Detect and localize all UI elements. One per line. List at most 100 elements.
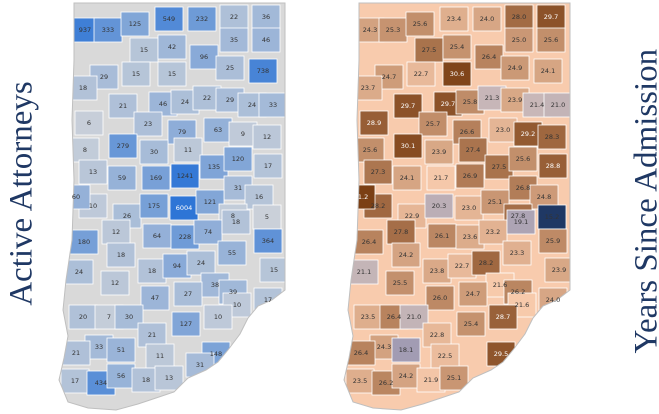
attorneys-county	[189, 44, 219, 70]
years-county	[424, 193, 454, 219]
attorneys-county	[69, 229, 99, 255]
years-county	[538, 228, 568, 254]
attorneys-county	[203, 117, 233, 143]
years-county-label: 25.3	[386, 26, 400, 34]
attorneys-county-label: 434	[95, 379, 107, 387]
attorneys-county-label: 59	[118, 174, 126, 182]
attorneys-county-label: 23	[144, 120, 152, 128]
attorneys-county	[93, 17, 123, 43]
years-county-label: 21.0	[551, 101, 565, 109]
attorneys-county-label: 127	[180, 320, 192, 328]
years-county-label: 26.4	[482, 53, 496, 61]
years-county-label: 26.4	[354, 349, 368, 357]
years-county-label: 25.8	[463, 98, 477, 106]
years-county-label: 21.4	[530, 101, 544, 109]
attorneys-county-label: 36	[262, 13, 270, 21]
attorneys-county	[252, 124, 282, 150]
attorneys-county-label: 120	[232, 155, 244, 163]
attorneys-county-label: 180	[78, 238, 90, 246]
years-county-label: 28.2	[479, 259, 493, 267]
years-county-label: 25.4	[464, 320, 478, 328]
attorneys-county-label: 35	[230, 36, 238, 44]
attorneys-county-label: 11	[184, 146, 192, 154]
attorneys-county	[228, 121, 258, 147]
attorneys-county-label: 7	[107, 313, 111, 321]
years-county-label: 23.0	[462, 204, 476, 212]
attorneys-county-label: 121	[204, 198, 216, 206]
attorneys-county-label: 15	[270, 266, 278, 274]
years-county-label: 28.3	[545, 133, 559, 141]
years-county	[439, 365, 469, 391]
years-county	[385, 270, 415, 296]
attorneys-county-label: 125	[129, 20, 141, 28]
attorneys-county-label: 135	[208, 163, 220, 171]
attorneys-county-label: 937	[79, 26, 91, 34]
years-county	[414, 37, 444, 63]
years-county-label: 27.5	[492, 163, 506, 171]
attorneys-county-label: 1241	[177, 172, 194, 180]
years-county-label: 25.6	[413, 20, 427, 28]
attorneys-county-label: 6004	[176, 204, 193, 212]
attorneys-county	[157, 61, 187, 87]
years-since-admission-title: Years Since Admission	[628, 48, 659, 354]
attorneys-county-label: 46	[159, 100, 167, 108]
attorneys-county	[219, 4, 249, 30]
years-county-label: 30.6	[450, 70, 464, 78]
years-county-label: 24.2	[399, 372, 413, 380]
years-county-label: 26.6	[460, 128, 474, 136]
attorneys-county-label: 11	[156, 352, 164, 360]
years-county	[424, 139, 454, 165]
attorneys-county	[221, 209, 251, 235]
attorneys-county-label: 169	[150, 174, 162, 182]
years-county	[502, 240, 532, 266]
years-county-label: 26.8	[516, 184, 530, 192]
attorneys-county	[157, 34, 187, 60]
years-county	[458, 281, 488, 307]
years-state-border	[343, 2, 571, 411]
years-county	[504, 4, 534, 30]
years-county-label: 25.1	[488, 198, 502, 206]
attorneys-county-label: 96	[200, 53, 208, 61]
attorneys-county-label: 10	[233, 301, 241, 309]
years-county	[349, 259, 379, 285]
attorneys-county-label: 22	[203, 94, 211, 102]
years-county	[442, 34, 472, 60]
years-county-label: 28.9	[367, 119, 381, 127]
attorneys-county-label: 9	[241, 130, 245, 138]
years-county	[474, 44, 504, 70]
attorneys-county-label: 549	[163, 15, 175, 23]
attorneys-county	[252, 204, 282, 230]
years-county-label: 22.7	[414, 70, 428, 78]
years-county-label: 21.6	[515, 301, 529, 309]
attorneys-county-label: 79	[178, 128, 186, 136]
attorneys-county-label: 17	[264, 296, 272, 304]
attorneys-county-label: 29	[226, 96, 234, 104]
years-county	[355, 137, 385, 163]
attorneys-county-label: 24	[75, 268, 83, 276]
years-county	[393, 93, 423, 119]
years-county-label: 24.3	[377, 343, 391, 351]
attorneys-county-label: 12	[263, 133, 271, 141]
attorneys-county-label: 46	[262, 36, 270, 44]
years-county-label: 22.8	[430, 331, 444, 339]
years-county-label: 25.4	[450, 43, 464, 51]
attorneys-county-label: 148	[210, 350, 222, 358]
attorneys-county	[108, 133, 138, 159]
years-county-label: 24.2	[399, 251, 413, 259]
attorneys-county	[139, 193, 169, 219]
years-county	[533, 58, 563, 84]
attorneys-county-label: 13	[165, 374, 173, 382]
years-county	[426, 165, 456, 191]
years-county	[537, 124, 567, 150]
attorneys-county	[223, 146, 253, 172]
attorneys-county-label: 15	[132, 70, 140, 78]
attorneys-county	[141, 165, 171, 191]
years-county	[484, 154, 514, 180]
attorneys-county	[253, 228, 283, 254]
years-county	[508, 146, 538, 172]
attorneys-county	[108, 93, 138, 119]
years-county	[353, 304, 383, 330]
attorneys-county-label: 738	[257, 67, 269, 75]
years-county	[422, 258, 452, 284]
